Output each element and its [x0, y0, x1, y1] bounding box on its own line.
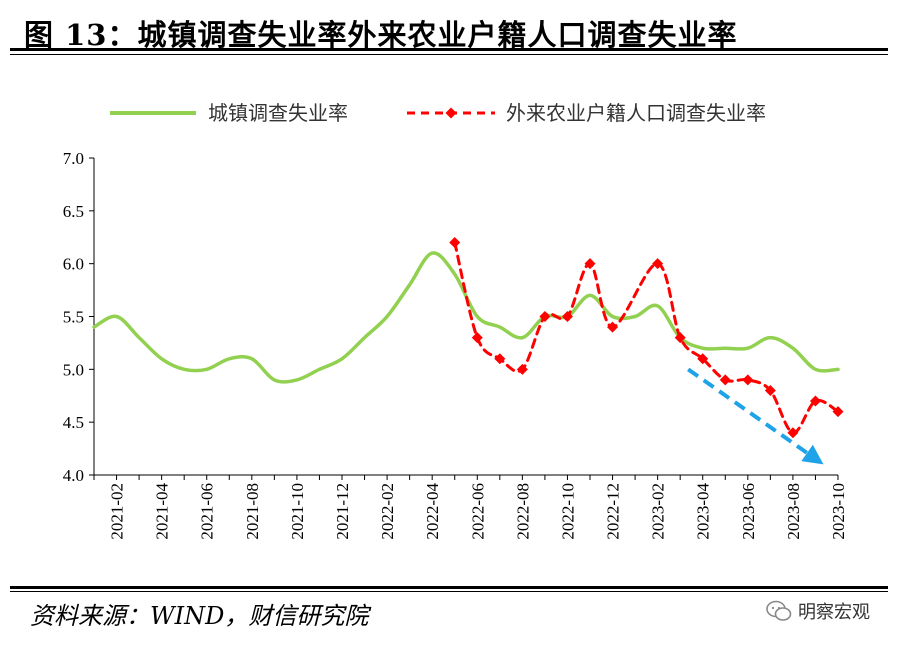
data-point: [652, 258, 664, 270]
data-point: [697, 353, 709, 365]
x-tick-label: 2021-06: [198, 483, 217, 540]
data-point: [742, 374, 754, 386]
y-tick-label: 5.0: [63, 360, 84, 379]
y-tick-label: 5.5: [63, 308, 84, 327]
footer-divider-thin: [10, 591, 888, 592]
data-point: [494, 353, 506, 365]
footer-divider: [10, 586, 888, 589]
x-tick-label: 2022-02: [378, 483, 397, 540]
x-tick-label: 2021-02: [108, 483, 127, 540]
x-tick-label: 2021-08: [243, 483, 262, 540]
data-point: [561, 311, 573, 322]
y-tick-label: 7.0: [63, 149, 84, 168]
x-tick-label: 2023-04: [694, 483, 713, 540]
brand-name: 明察宏观: [798, 602, 870, 623]
trend-arrow-head: [801, 444, 824, 465]
x-tick-label: 2022-10: [558, 483, 577, 540]
wechat-icon: [766, 600, 792, 621]
x-tick-label: 2023-08: [784, 483, 803, 540]
series-line-2: [453, 241, 840, 435]
title-bar: 图 13：城镇调查失业率外来农业户籍人口调查失业率: [10, 8, 888, 52]
y-tick-label: 6.5: [63, 202, 84, 221]
x-tick-label: 2022-12: [604, 483, 623, 540]
data-point: [607, 321, 619, 333]
y-tick-label: 6.0: [63, 255, 84, 274]
data-point: [719, 374, 731, 386]
data-point: [516, 363, 528, 375]
data-point: [787, 427, 799, 439]
source-note: 资料来源：WIND，财信研究院: [30, 602, 369, 630]
line-chart: 4.0 4.5 5.0 5.5 6.0 6.5 7.0 2021-02 2021-04 2021-…: [63, 101, 848, 540]
x-tick-label: 2023-10: [829, 483, 848, 540]
x-tick-label: 2021-10: [288, 483, 307, 540]
trend-arrow-line: [687, 367, 809, 455]
figure-title: 图 13：城镇调查失业率外来农业户籍人口调查失业率: [24, 18, 738, 52]
x-tick-label: 2022-04: [423, 483, 442, 540]
series-line-1: [92, 251, 840, 384]
data-point: [674, 332, 686, 344]
x-tick-label: 2021-04: [153, 483, 172, 540]
data-point: [584, 258, 596, 270]
x-tick-label: 2021-12: [333, 483, 352, 540]
data-point: [809, 395, 821, 407]
data-point: [832, 406, 844, 418]
y-tick-label: 4.5: [63, 413, 84, 432]
y-tick-label: 4.0: [63, 466, 84, 485]
legend-marker-2: [445, 107, 457, 119]
data-point: [471, 332, 483, 344]
x-tick-label: 2023-06: [739, 483, 758, 540]
data-point: [449, 237, 461, 249]
x-tick-label: 2022-08: [513, 483, 532, 540]
legend-label-1: 城镇调查失业率: [208, 101, 348, 125]
x-tick-label: 2022-06: [468, 483, 487, 540]
x-tick-label: 2023-02: [649, 483, 668, 540]
title-divider: [10, 54, 888, 55]
data-point: [539, 311, 551, 322]
data-point: [764, 384, 776, 396]
legend-label-2: 外来农业户籍人口调查失业率: [506, 101, 766, 125]
brand-mark: 明察宏观: [766, 598, 870, 624]
